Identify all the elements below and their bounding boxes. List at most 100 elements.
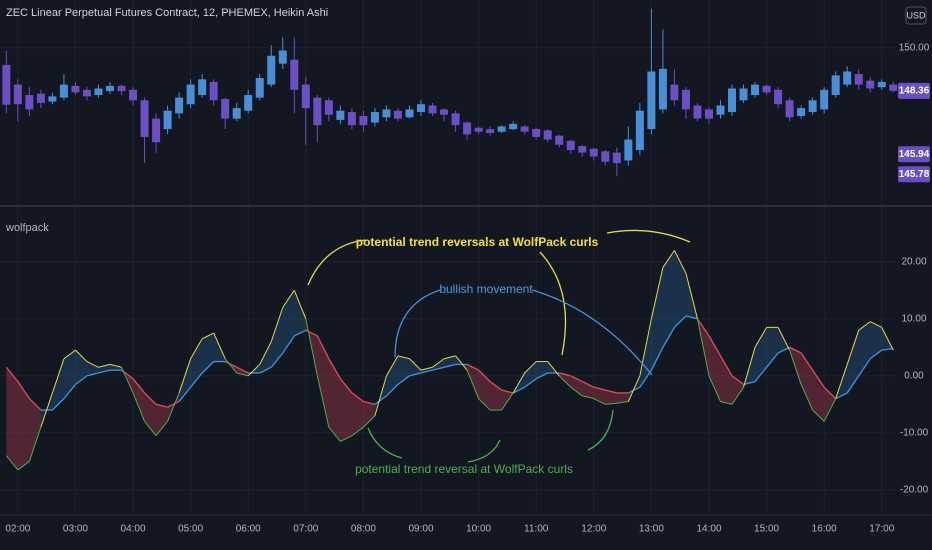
signal-line-segment (270, 352, 284, 368)
signal-line-segment (374, 395, 387, 405)
wolfpack-line-segment (51, 358, 65, 394)
wolfpack-line-segment (328, 426, 341, 442)
price-badge (898, 82, 930, 99)
wolfpack-line-segment (374, 375, 387, 416)
candle-body (463, 122, 472, 135)
fill-segment (156, 404, 168, 436)
wolfpack-line-segment (582, 395, 594, 400)
signal-line-segment (639, 369, 652, 388)
signal-line-segment (478, 369, 491, 383)
wolfpack-line-segment (754, 327, 767, 348)
signal-line-segment (650, 346, 664, 371)
wolfpack-line-segment (870, 321, 882, 328)
signal-line-segment (17, 381, 30, 400)
fill-segment (294, 290, 306, 336)
wolfpack-line-segment (593, 398, 606, 405)
signal-line-segment (823, 386, 837, 400)
signal-line-segment (385, 383, 399, 397)
arc (531, 289, 653, 376)
candle-body (313, 97, 322, 126)
fill-segment (282, 290, 295, 354)
x-tick-label: 10:00 (466, 524, 491, 535)
wolfpack-line-segment (340, 435, 353, 442)
candle-body (59, 84, 68, 98)
wolfpack-line-segment (397, 355, 410, 360)
candle-body (117, 85, 126, 92)
x-tick-label: 14:00 (696, 524, 721, 535)
fill-segment (63, 350, 76, 399)
wolfpack-line-segment (800, 384, 814, 411)
wolfpack-line-segment (75, 349, 88, 362)
wolfpack-line-segment (40, 392, 53, 428)
wolfpack-line-segment (846, 330, 860, 365)
wolfpack-line-segment (28, 427, 42, 462)
candle-body (635, 110, 644, 151)
candle-body (866, 80, 875, 89)
candle-body (658, 68, 667, 110)
candle-body (854, 74, 863, 85)
candle-body (290, 59, 299, 90)
wolfpack-line-segment (616, 401, 629, 404)
y-tick-label: 20.00 (901, 256, 926, 267)
signal-line-segment (524, 378, 537, 388)
candle-body (647, 71, 656, 130)
fill-segment (651, 267, 663, 371)
signal-line-segment (432, 366, 445, 371)
fill-segment (582, 381, 594, 399)
signal-line-segment (685, 315, 698, 320)
fill-segment (478, 370, 491, 411)
arc (539, 251, 567, 356)
x-tick-label: 09:00 (408, 524, 433, 535)
candle-body (221, 98, 230, 119)
candle-body (140, 100, 149, 137)
candle-body (440, 109, 449, 115)
wolfpack-line-segment (190, 338, 203, 359)
signal-line-segment (98, 369, 111, 374)
wolfpack-line-segment (63, 349, 76, 360)
wolfpack-line-segment (132, 392, 146, 422)
signal-line-segment (628, 386, 641, 394)
fill-segment (870, 321, 882, 359)
price-label: 145.94 (899, 149, 930, 160)
signal-line-segment (132, 378, 146, 394)
fill-segment (271, 307, 283, 368)
wolfpack-line-segment (455, 355, 468, 371)
marks (2, 8, 898, 471)
candle-body (589, 148, 598, 157)
candle-body (428, 105, 437, 114)
wolfpack-line-segment (777, 327, 791, 351)
x-tick-label: 03:00 (63, 524, 88, 535)
fill-segment (29, 398, 41, 462)
fill-segment (467, 364, 479, 399)
candle-body (393, 110, 402, 119)
signal-line-segment (593, 386, 606, 391)
candle-body (681, 89, 690, 110)
arc (394, 289, 441, 358)
signal-line-segment (605, 389, 617, 394)
signal-line-segment (777, 346, 790, 354)
fill-segment (317, 335, 329, 428)
y-tick-label: 0.00 (904, 370, 924, 381)
fill-segment (593, 387, 606, 405)
fill-segment (363, 401, 375, 428)
candle-body (774, 89, 783, 105)
candle-body (382, 109, 391, 118)
fill-segment (98, 364, 111, 373)
wolfpack-line-segment (466, 369, 480, 399)
wolfpack-line-segment (547, 361, 560, 377)
x-tick-label: 13:00 (639, 524, 664, 535)
chart-title: ZEC Linear Perpetual Futures Contract, 1… (6, 7, 328, 19)
fill-segment (720, 355, 733, 405)
fill-segment (559, 372, 571, 388)
candle-body (13, 84, 22, 105)
wolfpack-line-segment (167, 392, 180, 422)
wolfpack-line-segment (881, 327, 894, 351)
wolfpack-line-segment (17, 460, 30, 471)
signal-line-segment (224, 360, 238, 368)
candle-body (36, 93, 45, 103)
wolfpack-line-segment (789, 350, 802, 385)
candle-body (889, 84, 898, 91)
candle-body (405, 109, 414, 118)
candle-body (278, 50, 287, 64)
arc (606, 229, 691, 243)
